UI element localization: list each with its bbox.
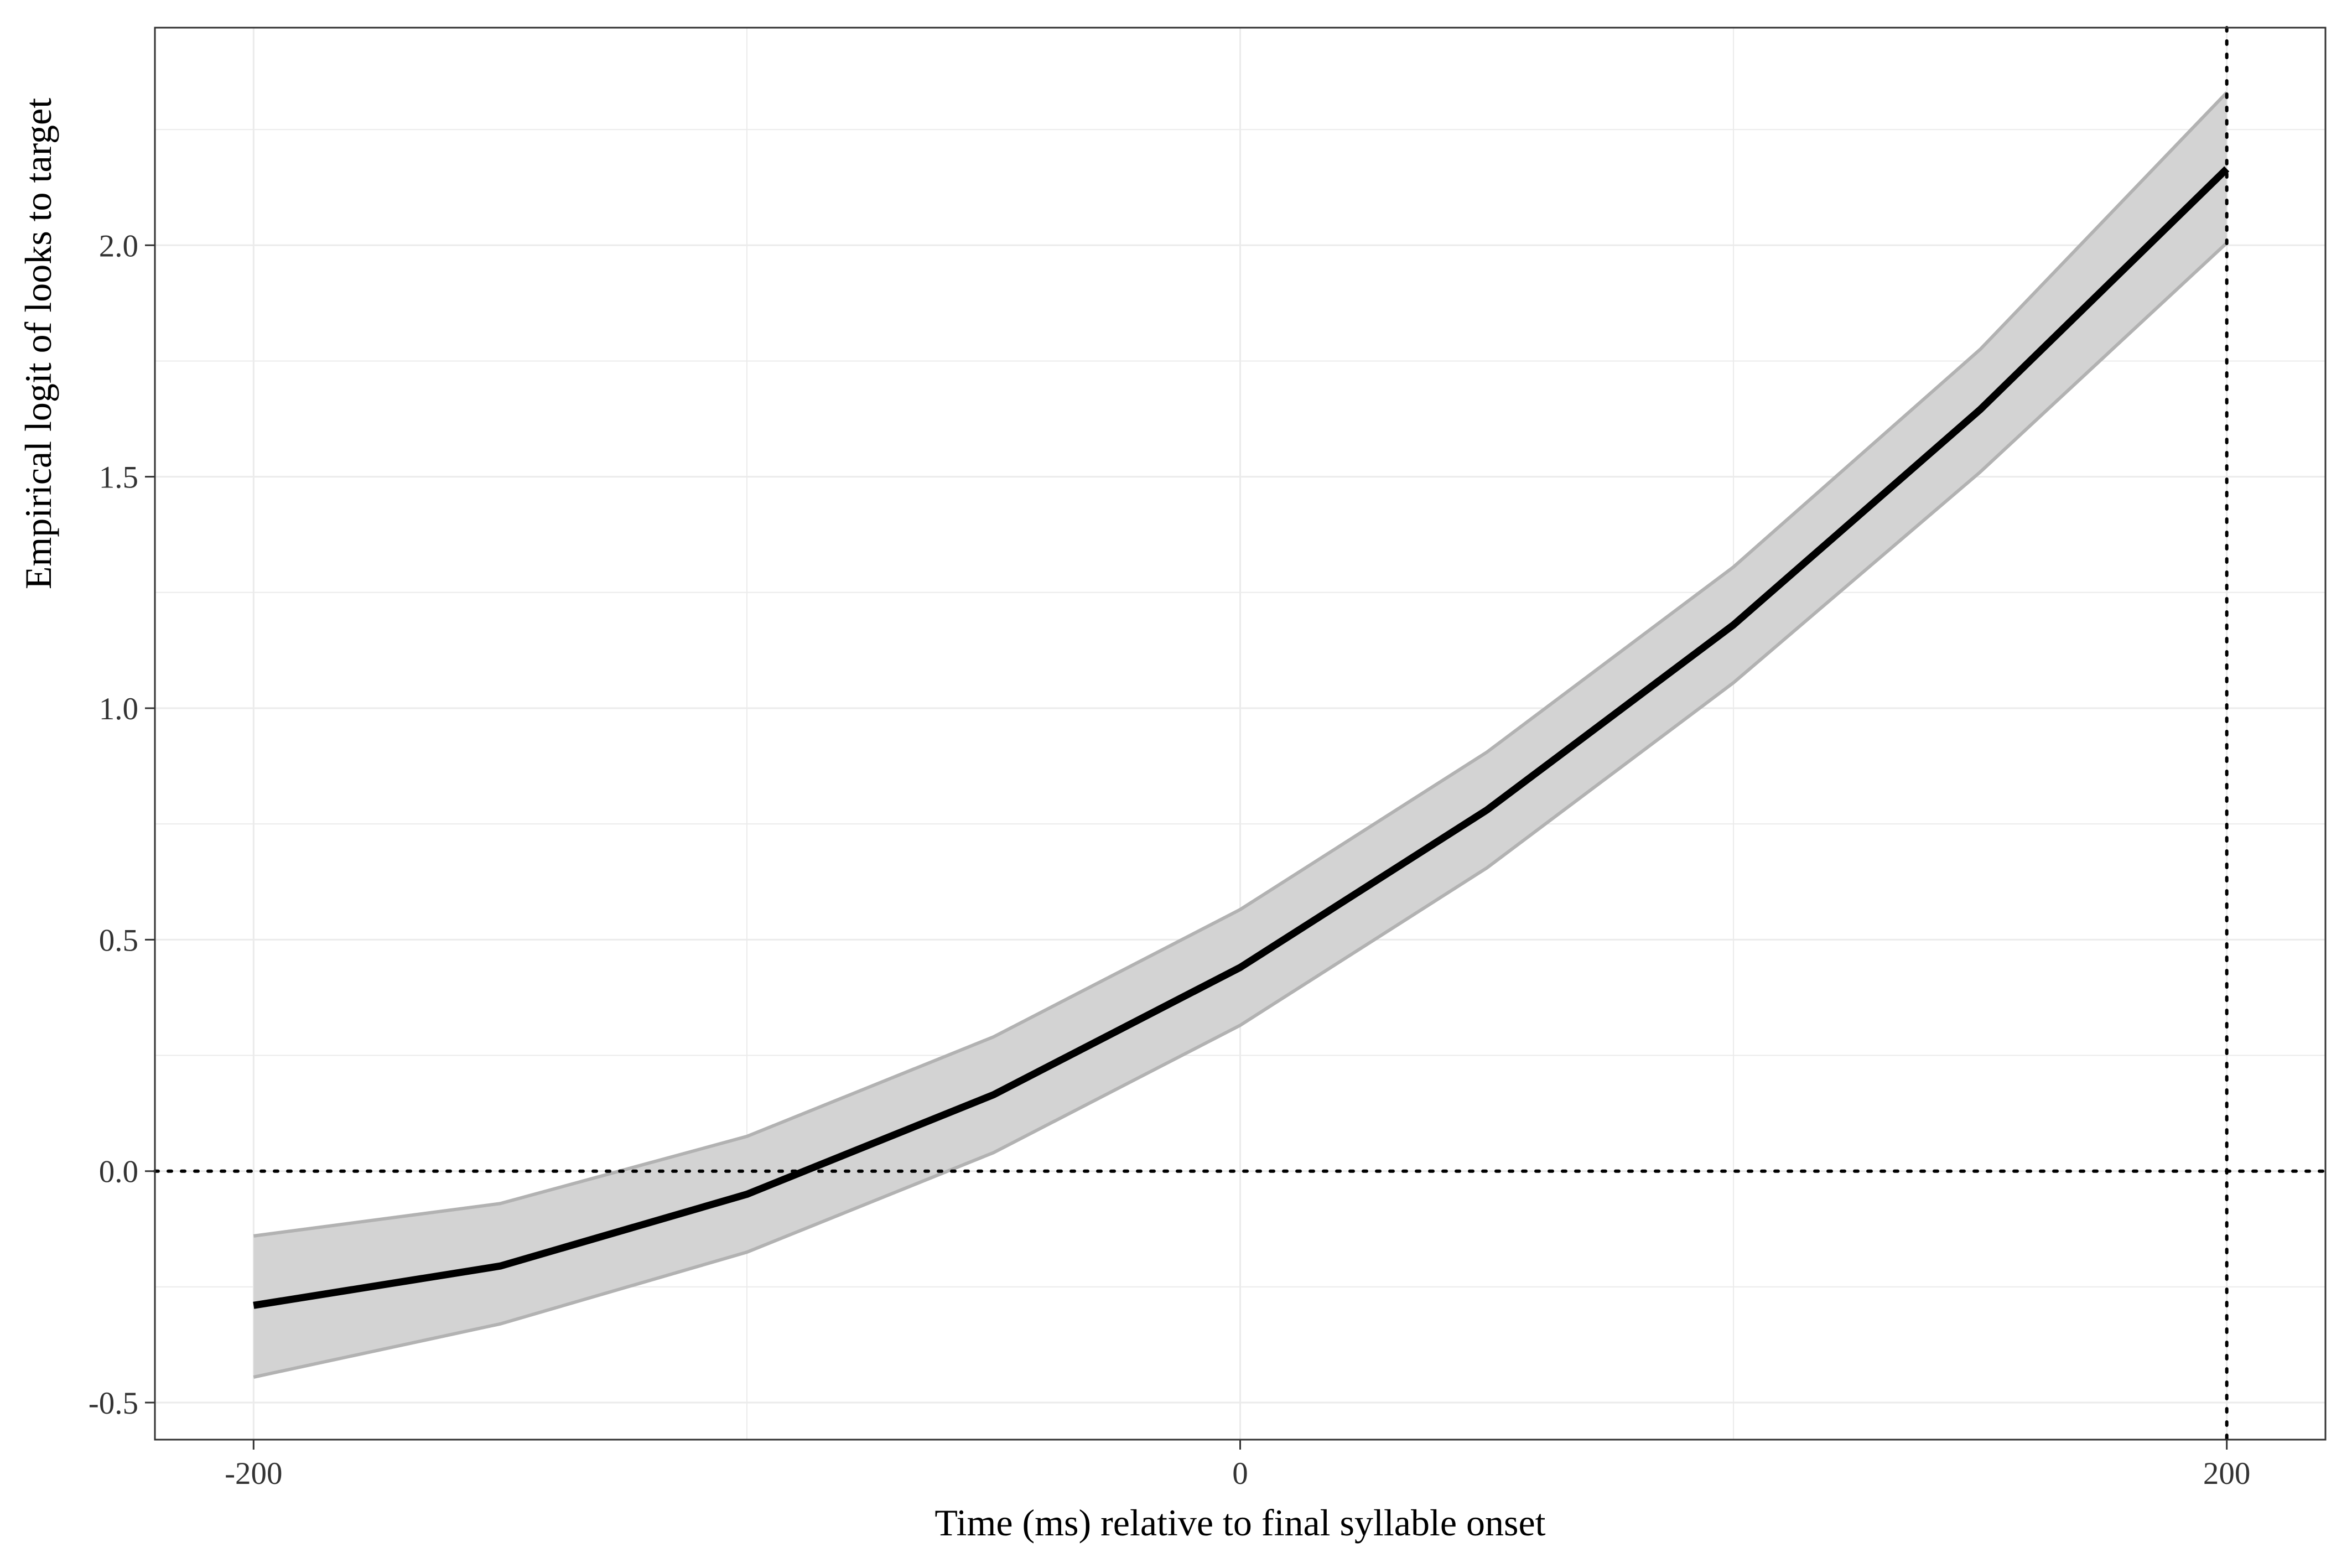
- x-tick-label: -200: [225, 1456, 282, 1491]
- ribbon-upper-edge: [253, 91, 2228, 1238]
- ribbon-lower-edge: [253, 241, 2228, 1379]
- x-tick-label: 200: [2203, 1456, 2251, 1491]
- reference-lines: [153, 26, 2327, 1441]
- y-tick-label: 0.5: [99, 923, 138, 958]
- y-tick-label: -0.5: [89, 1386, 138, 1421]
- series-line: [253, 166, 2230, 1309]
- series-line-layer: [253, 166, 2230, 1309]
- y-tick-label: 0.0: [99, 1155, 138, 1190]
- x-axis: -200 0 200: [225, 1440, 2250, 1491]
- y-tick-label: 1.5: [99, 460, 138, 495]
- confidence-ribbon-layer: [253, 91, 2228, 1379]
- y-axis: -0.5 0.0 0.5 1.0 1.5 2.0: [89, 229, 155, 1421]
- x-tick-label: 0: [1232, 1456, 1248, 1491]
- y-tick-label: 2.0: [99, 229, 138, 263]
- confidence-ribbon: [253, 92, 2227, 1378]
- y-tick-label: 1.0: [99, 692, 138, 726]
- x-axis-title: Time (ms) relative to final syllable ons…: [934, 1502, 1545, 1544]
- y-axis-title: Empirical logit of looks to target: [17, 98, 59, 589]
